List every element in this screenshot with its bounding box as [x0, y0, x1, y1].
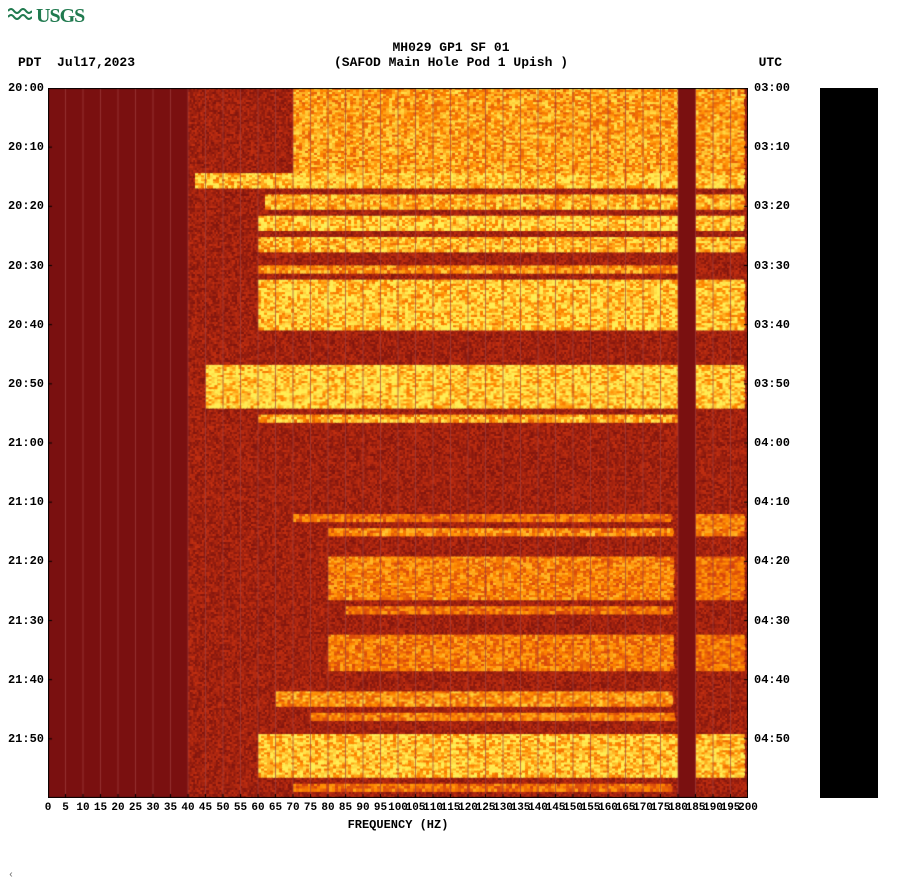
- y-left-tick: 21:20: [8, 554, 44, 568]
- y-right-tick: 04:40: [754, 673, 790, 687]
- x-tick: 50: [216, 802, 229, 814]
- y-left-tick: 20:10: [8, 140, 44, 154]
- y-left-tick: 21:10: [8, 495, 44, 509]
- y-left-tick: 20:30: [8, 259, 44, 273]
- y-left-tick: 20:20: [8, 199, 44, 213]
- x-tick: 70: [286, 802, 299, 814]
- x-tick: 40: [181, 802, 194, 814]
- y-left-tick: 21:50: [8, 732, 44, 746]
- y-axis-right-labels: 03:0003:1003:2003:3003:4003:5004:0004:10…: [752, 88, 798, 798]
- x-tick: 95: [374, 802, 387, 814]
- x-tick: 80: [321, 802, 334, 814]
- x-tick: 55: [234, 802, 247, 814]
- x-tick: 5: [62, 802, 69, 814]
- y-left-tick: 21:30: [8, 614, 44, 628]
- y-left-tick: 21:40: [8, 673, 44, 687]
- y-right-tick: 03:30: [754, 259, 790, 273]
- footnote: ‹: [8, 870, 14, 881]
- x-tick: 25: [129, 802, 142, 814]
- x-tick: 90: [356, 802, 369, 814]
- x-tick: 60: [251, 802, 264, 814]
- spectrogram-plot: [48, 88, 748, 798]
- y-right-tick: 04:20: [754, 554, 790, 568]
- y-right-tick: 03:50: [754, 377, 790, 391]
- y-left-tick: 20:00: [8, 81, 44, 95]
- y-left-tick: 20:40: [8, 318, 44, 332]
- y-left-tick: 20:50: [8, 377, 44, 391]
- y-right-tick: 04:50: [754, 732, 790, 746]
- x-axis-title: FREQUENCY (HZ): [48, 818, 748, 832]
- y-right-tick: 03:10: [754, 140, 790, 154]
- x-tick: 15: [94, 802, 107, 814]
- x-tick: 0: [45, 802, 52, 814]
- x-tick: 200: [738, 802, 758, 814]
- y-right-tick: 03:20: [754, 199, 790, 213]
- x-tick: 10: [76, 802, 89, 814]
- x-tick: 20: [111, 802, 124, 814]
- spectrogram-canvas: [48, 88, 748, 798]
- title-line-1: MH029 GP1 SF 01: [0, 40, 902, 55]
- x-tick: 85: [339, 802, 352, 814]
- utc-label: UTC: [759, 55, 782, 70]
- pdt-date-label: PDT Jul17,2023: [18, 55, 135, 70]
- colorbar: [820, 88, 878, 798]
- y-right-tick: 04:30: [754, 614, 790, 628]
- logo-text: USGS: [36, 5, 84, 27]
- usgs-logo: USGS: [8, 5, 84, 29]
- y-left-tick: 21:00: [8, 436, 44, 450]
- y-right-tick: 04:00: [754, 436, 790, 450]
- y-right-tick: 03:40: [754, 318, 790, 332]
- y-right-tick: 04:10: [754, 495, 790, 509]
- x-tick: 65: [269, 802, 282, 814]
- x-tick: 75: [304, 802, 317, 814]
- x-tick: 30: [146, 802, 159, 814]
- x-tick: 45: [199, 802, 212, 814]
- date-label: Jul17,2023: [57, 55, 135, 70]
- y-right-tick: 03:00: [754, 81, 790, 95]
- pdt-label: PDT: [18, 55, 41, 70]
- x-tick: 35: [164, 802, 177, 814]
- usgs-waves-icon: [8, 6, 32, 29]
- y-axis-left-labels: 20:0020:1020:2020:3020:4020:5021:0021:10…: [0, 88, 46, 798]
